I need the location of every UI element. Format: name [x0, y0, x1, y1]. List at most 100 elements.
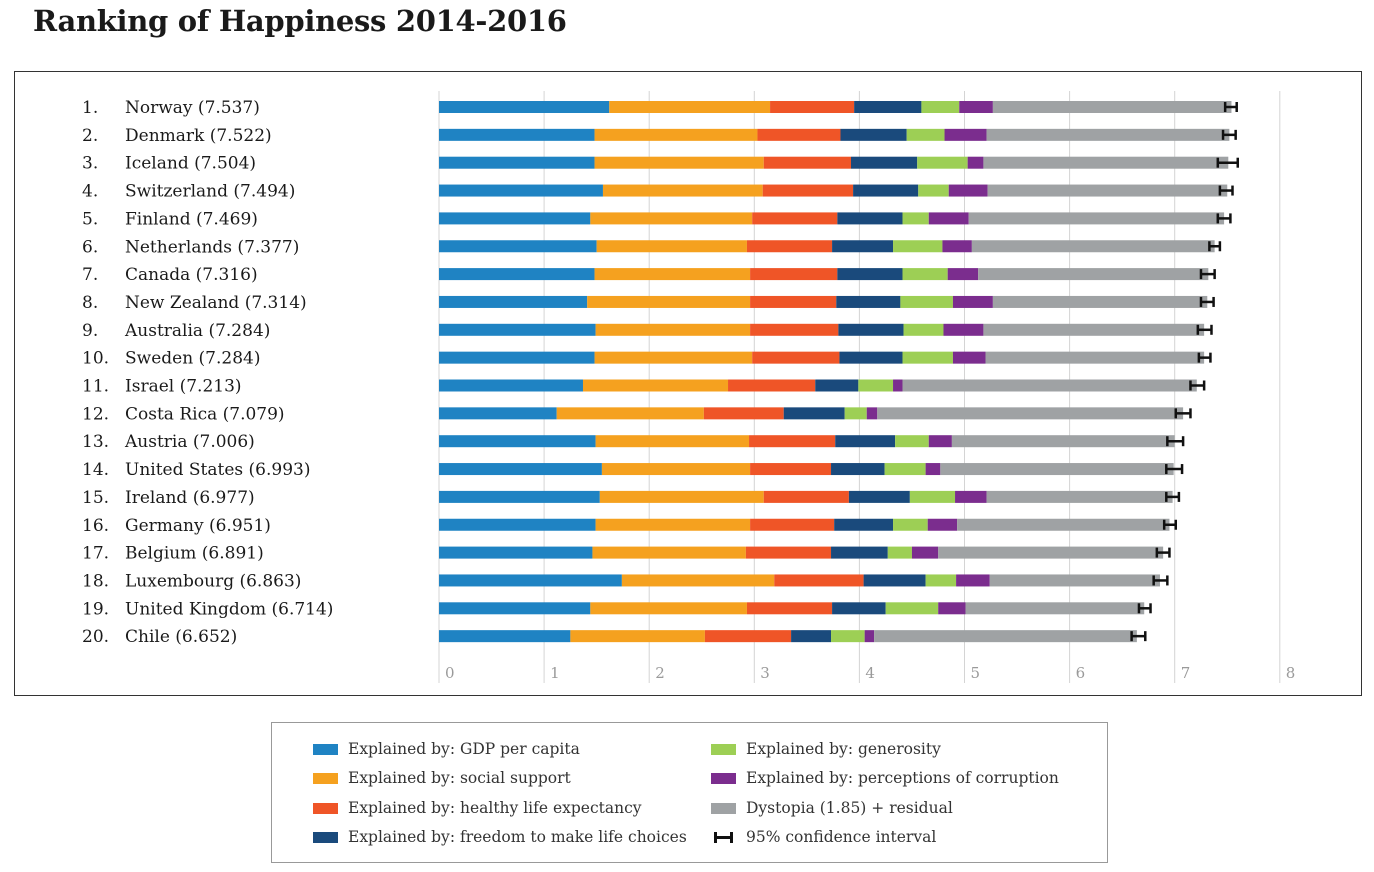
- legend-label-freedom: Explained by: freedom to make life choic…: [348, 828, 687, 846]
- bar-segment: [864, 630, 875, 643]
- bar-segment: [752, 212, 838, 225]
- x-tick-label: 4: [865, 664, 875, 682]
- bar-segment: [992, 101, 1232, 113]
- rank-label: 13.: [82, 432, 109, 452]
- rank-label: 1.: [82, 98, 98, 118]
- rank-label: 18.: [82, 571, 109, 591]
- bar-segment: [602, 184, 763, 197]
- legend-item-generosity: Explained by: generosity: [711, 737, 941, 761]
- chart-plot: 0 1 2 3 4 5 6 7 8 1. Norway (7.537) 2. Denmark (7.52…: [82, 91, 1296, 683]
- bar-segment: [992, 295, 1208, 308]
- bar-segment: [968, 212, 1225, 225]
- x-tick-label: 8: [1286, 664, 1296, 682]
- bar-segment: [983, 156, 1229, 169]
- bar-segment: [959, 101, 993, 113]
- rank-label: 9.: [82, 321, 98, 341]
- bar-segment: [582, 379, 729, 392]
- legend-label-social-support: Explained by: social support: [348, 769, 571, 787]
- bar-segment: [594, 351, 753, 364]
- confidence-interval-icon: [711, 831, 736, 843]
- bar-segment: [893, 379, 903, 392]
- bar-segment: [570, 630, 705, 643]
- bar-segment: [938, 546, 1164, 559]
- bar-segment: [601, 463, 751, 476]
- bar-segment: [594, 128, 758, 141]
- bar-segment: [917, 156, 968, 169]
- bar-segment: [757, 128, 841, 141]
- bar-segment: [911, 546, 939, 559]
- bar-segment: [866, 407, 878, 420]
- bar-segment: [746, 240, 833, 253]
- bar-segment: [728, 379, 816, 392]
- bar-segment: [783, 407, 845, 420]
- bar-segment: [595, 435, 750, 448]
- country-label: Sweden (7.284): [125, 349, 261, 369]
- bar-segment: [439, 212, 591, 225]
- country-label: Belgium (6.891): [125, 544, 264, 564]
- bar-segment: [594, 268, 751, 281]
- bar-segment: [854, 101, 922, 113]
- country-label: New Zealand (7.314): [125, 293, 307, 313]
- bar-segment: [853, 184, 919, 197]
- bar-segment: [831, 546, 888, 559]
- rank-label: 7.: [82, 265, 98, 285]
- x-tick-label: 5: [971, 664, 981, 682]
- legend-swatch-dystopia: [711, 802, 736, 814]
- bar-segment: [439, 128, 595, 141]
- bar-segment: [750, 463, 832, 476]
- bar-segment: [944, 128, 987, 141]
- country-label: Iceland (7.504): [125, 154, 256, 174]
- bar-segment: [874, 630, 1137, 643]
- bar-segment: [903, 323, 944, 336]
- bar-segment: [596, 240, 747, 253]
- legend-swatch-social-support: [313, 772, 338, 784]
- x-tick-label: 3: [760, 664, 770, 682]
- legend-swatch-corruption: [711, 772, 736, 784]
- country-label: Finland (7.469): [125, 209, 258, 229]
- bar-segment: [439, 323, 596, 336]
- bar-segment: [599, 490, 764, 503]
- legend-label-corruption: Explained by: perceptions of corruption: [746, 769, 1059, 787]
- bar-segment: [986, 128, 1230, 141]
- bar-segment: [902, 351, 953, 364]
- bar-segment: [836, 295, 901, 308]
- bar-segment: [590, 212, 753, 225]
- bar-segment: [951, 435, 1175, 448]
- x-tick-label: 2: [655, 664, 665, 682]
- chart-frame: [14, 71, 1362, 696]
- bar-segment: [850, 156, 918, 169]
- rank-label: 17.: [82, 544, 109, 564]
- bar-segment: [590, 602, 747, 615]
- bar-segment: [595, 518, 751, 531]
- country-label: Switzerland (7.494): [125, 182, 295, 202]
- bar-segment: [592, 546, 746, 559]
- bar-segment: [965, 602, 1145, 615]
- bar-segment: [750, 268, 838, 281]
- bar-segment: [900, 295, 953, 308]
- rank-label: 5.: [82, 209, 98, 229]
- bar-segment: [831, 463, 885, 476]
- bar-segment: [439, 463, 602, 476]
- bar-segment: [986, 490, 1173, 503]
- legend-swatch-life-expectancy: [313, 802, 338, 814]
- rank-label: 3.: [82, 154, 98, 174]
- bar-segment: [925, 463, 941, 476]
- rank-label: 14.: [82, 460, 109, 480]
- bar-segment: [752, 351, 840, 364]
- bar-segment: [774, 574, 864, 587]
- bar-segment: [928, 435, 952, 448]
- bar-segment: [952, 351, 986, 364]
- bar-segment: [439, 351, 595, 364]
- bar-segment: [750, 518, 835, 531]
- country-label: Norway (7.537): [125, 98, 260, 118]
- bar-segment: [439, 379, 583, 392]
- bar-segment: [858, 379, 894, 392]
- rank-label: 11.: [82, 377, 109, 397]
- country-label: Germany (6.951): [125, 516, 271, 536]
- bar-segment: [902, 268, 948, 281]
- country-label: United States (6.993): [125, 460, 310, 480]
- legend-swatch-gdp: [313, 743, 338, 755]
- bar-segment: [902, 379, 1197, 392]
- legend-swatch-freedom: [313, 831, 338, 843]
- bar-segment: [439, 435, 596, 448]
